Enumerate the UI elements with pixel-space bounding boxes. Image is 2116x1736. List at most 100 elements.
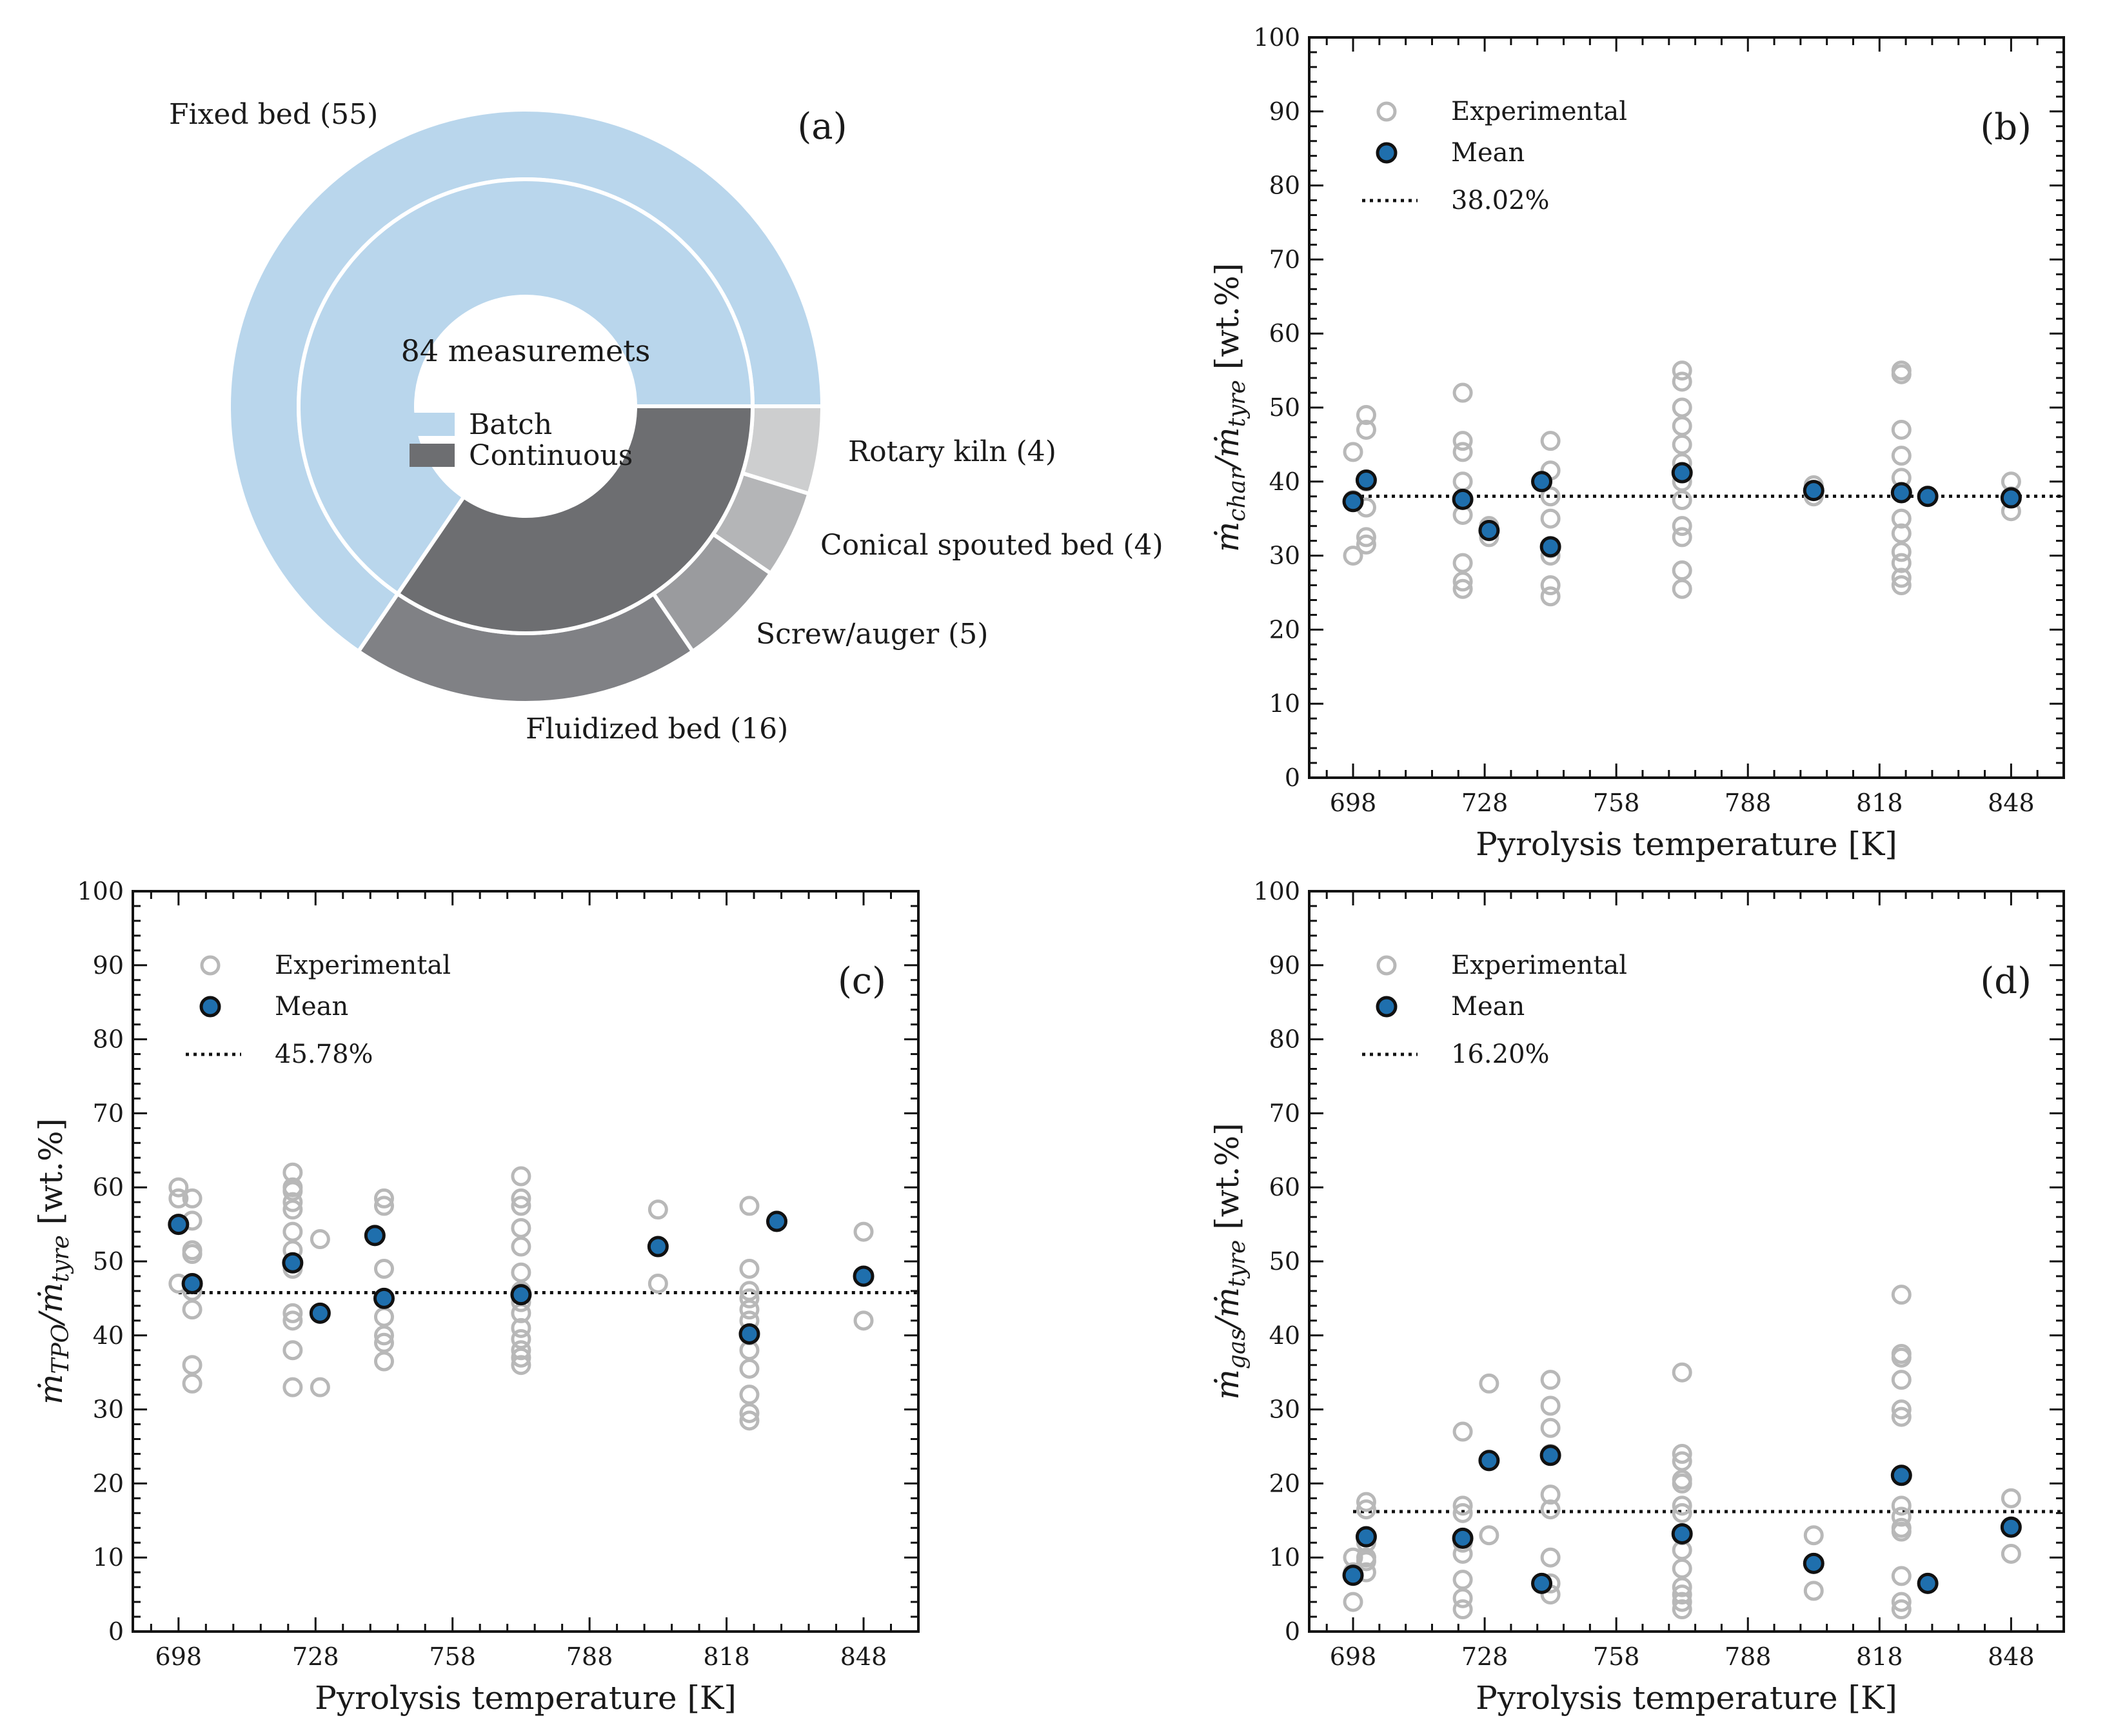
y-axis-label-part: char [1224,468,1251,522]
legend-marker-mean [1376,996,1398,1018]
experimental-point [1452,1421,1473,1442]
mean-point [1803,1552,1824,1574]
legend-swatch-continuous [410,444,455,467]
panel-b-char-yield-scatter: 0 10 20 30 40 50 60 70 80 90 100 698 728 758 788 818 848… [1209,23,2065,863]
y-tick-label: 80 [93,1025,124,1054]
experimental-point [1672,1558,1692,1579]
y-tick-label: 60 [1269,319,1300,348]
experimental-point [1891,553,1912,573]
label-rotary-kiln: Rotary kiln (4) [848,435,1056,468]
x-axis-label: Pyrolysis temperature [K] [315,1679,737,1717]
mean-point [181,1272,203,1294]
mean-point [1539,536,1561,558]
legend-label-mean: Mean [275,992,348,1021]
experimental-point [1672,397,1692,418]
mean-point [1452,1527,1474,1549]
panel-letter: (b) [1980,106,2032,148]
y-tick-label: 20 [1269,615,1300,644]
y-tick-label: 90 [1269,951,1300,980]
experimental-point [1356,534,1376,555]
mean-point [2000,1516,2022,1538]
legend-label-mean-value: 38.02% [1451,186,1550,215]
y-tick-label: 100 [1253,877,1300,905]
experimental-point [1891,575,1912,596]
experimental-point [1540,1499,1561,1520]
x-tick-label: 728 [292,1642,339,1671]
mean-point [1531,1572,1553,1594]
experimental-point [282,1303,303,1323]
experimental-point [310,1377,330,1397]
experimental-point [1891,523,1912,544]
panel-letter-a: (a) [797,106,847,148]
experimental-point [739,1403,760,1423]
experimental-point [373,1325,394,1346]
experimental-point [1672,560,1692,581]
mean-point [1452,488,1474,510]
y-tick-label: 90 [1269,97,1300,126]
experimental-point [1672,1451,1692,1472]
experimental-point [282,1181,303,1201]
experimental-point [1672,416,1692,437]
y-axis-label: ṁchar/ṁtyre [wt.%] [1209,263,1251,552]
y-axis-label-part: tyre [1224,380,1251,427]
y-tick-label: 0 [1285,764,1300,792]
experimental-point [1891,1599,1912,1620]
panel-d-gas-yield-scatter: 0 10 20 30 40 50 60 70 80 90 100 698 728 758 788 818 848… [1209,877,2065,1717]
legend-label-experimental: Experimental [275,951,451,980]
experimental-point [1891,1566,1912,1586]
legend-label-mean: Mean [1451,992,1525,1021]
experimental-point [739,1358,760,1379]
y-axis-label-part: [wt.%] [32,1118,70,1235]
legend-marker-experimental [1376,955,1397,976]
experimental-point [1891,419,1912,440]
experimental-point [511,1236,531,1257]
donut-center-label: 84 measuremets [401,333,651,368]
experimental-point [511,1347,531,1368]
experimental-point [373,1332,394,1353]
mean-point [1917,486,1939,508]
y-tick-label: 60 [1269,1173,1300,1201]
label-screw-auger: Screw/auger (5) [756,618,988,651]
experimental-point [1452,571,1473,592]
experimental-point [1452,1588,1473,1608]
x-tick-label: 698 [1330,1642,1377,1671]
donut-inner-ring [297,177,755,635]
mean-point [1890,1465,1912,1486]
y-axis-label: ṁgas/ṁtyre [wt.%] [1209,1123,1251,1399]
legend-label-mean: Mean [1451,138,1525,168]
x-tick-label: 818 [1856,789,1903,817]
experimental-point [168,1188,189,1208]
mean-point [1478,1450,1500,1472]
experimental-point [739,1288,760,1308]
y-axis-label-part: tyre [48,1235,74,1282]
x-tick-label: 758 [429,1642,476,1671]
experimental-point [1452,382,1473,403]
experimental-point [1891,1495,1912,1516]
y-tick-label: 100 [77,877,124,905]
x-tick-label: 758 [1593,789,1640,817]
legend-label-batch: Batch [469,408,552,441]
y-axis-label-part: /ṁ [1209,1287,1246,1331]
experimental-point [310,1229,330,1250]
x-tick-label: 818 [1856,1642,1903,1671]
experimental-point [1540,1370,1561,1390]
mean-point [1342,1564,1364,1586]
experimental-point [1672,1592,1692,1612]
legend-label-mean-value: 16.20% [1451,1040,1550,1069]
experimental-point [1452,442,1473,462]
mean-point [1342,491,1364,513]
y-tick-label: 10 [1269,1543,1300,1572]
y-tick-label: 50 [1269,1247,1300,1276]
legend-swatch-batch [410,413,455,436]
experimental-point [1540,508,1561,529]
experimental-point [1672,1495,1692,1516]
experimental-point [282,1192,303,1212]
y-tick-label: 50 [1269,393,1300,422]
mean-point [1890,482,1912,504]
label-fixed-bed: Fixed bed (55) [169,98,378,131]
y-tick-label: 30 [93,1396,124,1424]
y-axis-label-part: tyre [1224,1240,1251,1287]
x-axis-label: Pyrolysis temperature [K] [1476,1679,1897,1717]
experimental-point [1356,1492,1376,1512]
